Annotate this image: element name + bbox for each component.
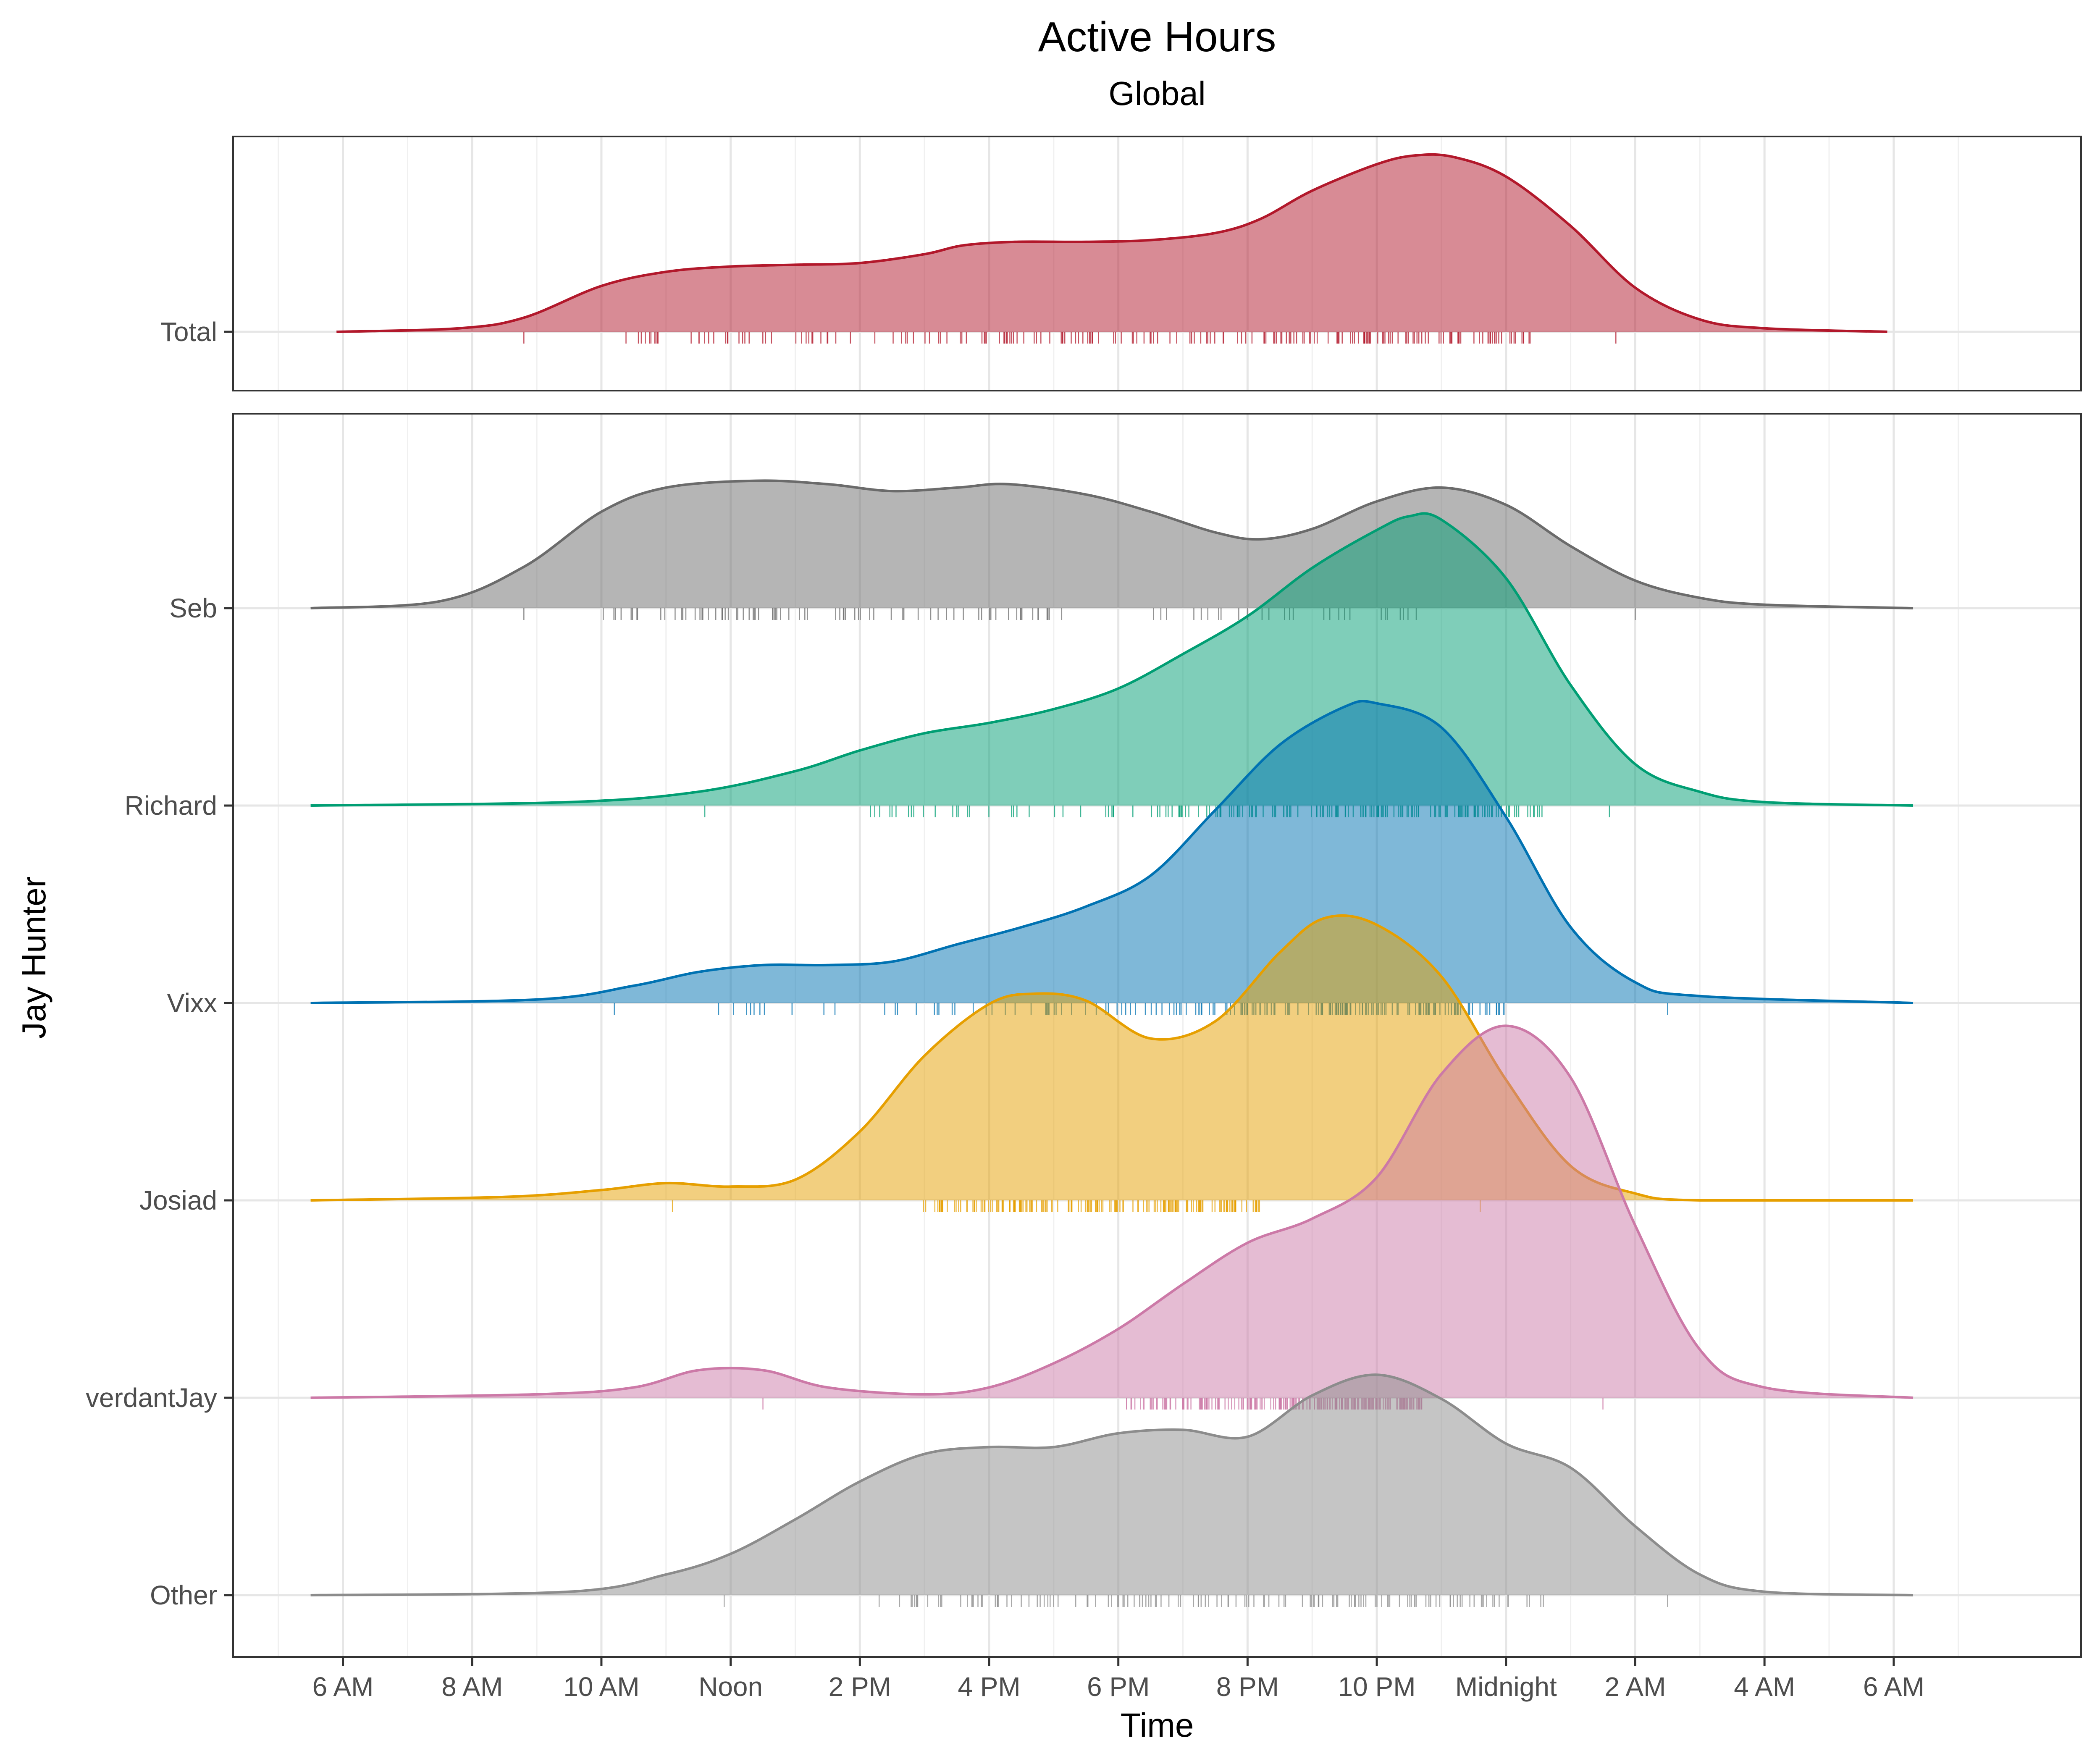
rug-total [523, 332, 1617, 344]
x-axis: 6 AM 8 AM 10 AM Noon 2 PM 4 PM 6 PM 8 PM 10 PM Mi… [312, 1657, 1924, 1702]
density-area-richard [310, 513, 1913, 806]
y-axis-title: Jay Hunter [15, 877, 52, 1039]
rug-josiad [672, 1200, 1481, 1212]
rug-other [723, 1595, 1668, 1607]
density-line-vixx [310, 700, 1914, 1004]
chart-subtitle: Global [1108, 75, 1205, 112]
density-line-richard [310, 512, 1914, 807]
x-tick-label: 10 PM [1338, 1672, 1416, 1702]
x-tick-label: Midnight [1455, 1672, 1557, 1702]
y-tick-label-vixx: Vixx [167, 988, 217, 1018]
y-tick-label-josiad: Josiad [139, 1185, 217, 1215]
global-panel: Total [160, 136, 2082, 391]
density-area-total [336, 154, 1887, 332]
x-tick-label: 8 AM [441, 1672, 503, 1702]
global-panel-y-axis: Total [160, 317, 233, 347]
players-panel: Seb Richard Vixx Josiad verdantJay Other [86, 413, 2082, 1658]
x-tick-label: Noon [698, 1672, 763, 1702]
x-axis-title: Time [1121, 1706, 1194, 1744]
players-panel-border [232, 413, 2082, 1658]
density-area-verdantjay [310, 1026, 1913, 1398]
density-line-seb [310, 479, 1914, 609]
series-total [336, 153, 1887, 344]
x-tick-label: 6 PM [1087, 1672, 1150, 1702]
y-tick-label-richard: Richard [124, 790, 217, 821]
players-panel-series [310, 479, 1914, 1607]
y-tick-label-verdantjay: verdantJay [86, 1383, 217, 1413]
density-area-seb [310, 480, 1913, 608]
x-tick-label: 2 PM [829, 1672, 891, 1702]
y-tick-label-seb: Seb [169, 593, 217, 623]
players-panel-y-axis: Seb Richard Vixx Josiad verdantJay Other [86, 593, 233, 1610]
y-tick-label-total: Total [160, 317, 217, 347]
density-line-verdantjay [310, 1024, 1914, 1399]
x-tick-label: 2 AM [1605, 1672, 1666, 1702]
x-tick-label: 6 AM [1863, 1672, 1924, 1702]
rug-seb [523, 608, 1636, 620]
x-tick-label: 8 PM [1216, 1672, 1279, 1702]
global-panel-border [232, 136, 2082, 391]
series-other [310, 1373, 1914, 1607]
density-line-other [310, 1373, 1914, 1596]
chart-title: Active Hours [1038, 13, 1276, 60]
x-tick-label: 6 AM [312, 1672, 374, 1702]
density-line-total [336, 153, 1887, 333]
x-tick-label: 4 PM [958, 1672, 1020, 1702]
y-tick-label-other: Other [150, 1580, 217, 1610]
x-tick-label: 10 AM [563, 1672, 639, 1702]
x-tick-label: 4 AM [1734, 1672, 1795, 1702]
density-area-other [310, 1375, 1913, 1595]
density-area-vixx [310, 701, 1913, 1003]
global-panel-series [336, 153, 1887, 344]
series-seb [310, 479, 1914, 620]
